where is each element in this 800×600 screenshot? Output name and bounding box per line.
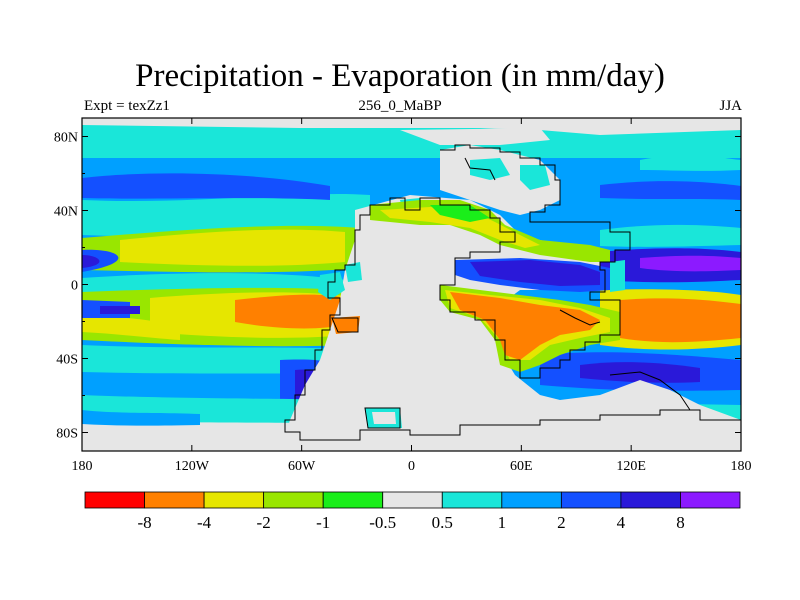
x-tick-label: 120W (175, 459, 210, 474)
colorbar-label: -0.5 (369, 513, 396, 532)
colorbar-box (441, 491, 503, 509)
colorbar-label: 2 (557, 513, 566, 532)
colorbar-box (263, 491, 324, 509)
colorbar-label: 0.5 (432, 513, 453, 532)
colorbar-box (144, 491, 205, 509)
colorbar-label: 4 (617, 513, 626, 532)
colorbar-label: -1 (316, 513, 330, 532)
y-tick-label: 40N (54, 205, 78, 220)
x-tick-label: 60W (288, 459, 316, 474)
y-tick-label: 80S (56, 427, 78, 442)
y-tick-label: 0 (71, 279, 78, 294)
y-tick-label: 80N (54, 131, 78, 146)
colorbar-box (680, 491, 741, 509)
colorbar-label: 1 (498, 513, 507, 532)
season-label: JJA (719, 98, 742, 114)
experiment-label: Expt = texZz1 (84, 98, 170, 114)
x-tick-label: 180 (72, 459, 93, 474)
colorbar-box (620, 491, 681, 509)
colorbar-box (203, 491, 265, 509)
colorbar-box (84, 491, 145, 509)
colorbar-box (560, 491, 622, 509)
colorbar-label: 8 (676, 513, 685, 532)
x-tick-label: 120E (616, 459, 646, 474)
x-tick-label: 60E (510, 459, 533, 474)
x-tick-label: 180 (731, 459, 752, 474)
map-title: Precipitation - Evaporation (in mm/day) (135, 58, 665, 94)
colorbar-box (382, 491, 443, 509)
colorbar-box (322, 491, 384, 509)
colorbar-label: -8 (137, 513, 151, 532)
colorbar-box (501, 491, 562, 509)
y-tick-label: 40S (56, 353, 78, 368)
map-field (82, 118, 741, 451)
time-label: 256_0_MaBP (358, 98, 442, 114)
x-tick-label: 0 (408, 459, 415, 474)
colorbar-label: -2 (257, 513, 271, 532)
colorbar (84, 491, 741, 509)
colorbar-label: -4 (197, 513, 212, 532)
